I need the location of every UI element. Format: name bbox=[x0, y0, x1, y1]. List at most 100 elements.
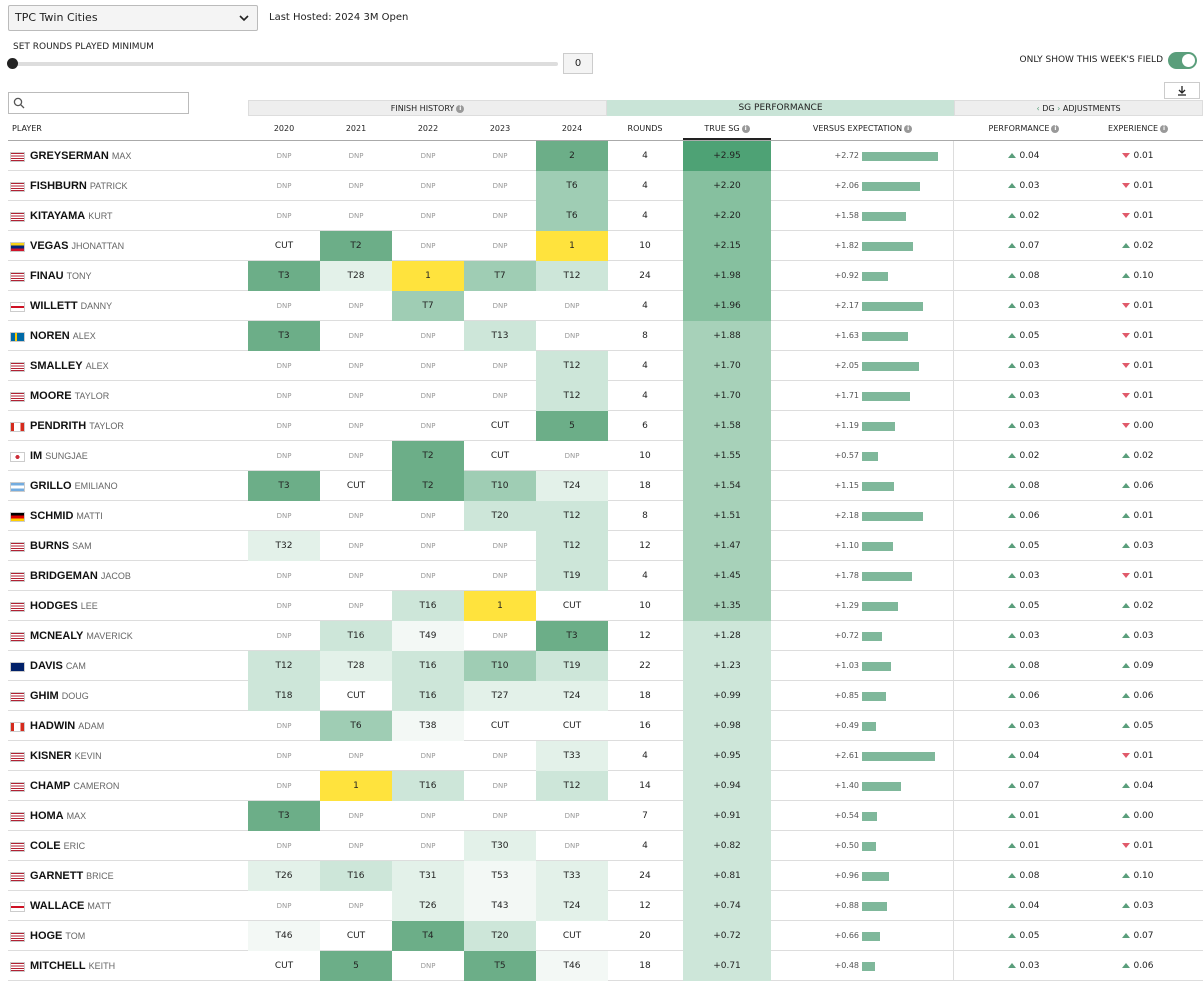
player-cell[interactable]: VEGAS JHONATTAN bbox=[8, 231, 248, 261]
table-row[interactable]: FISHBURN PATRICK DNP DNP DNP DNP T6 4 +2.20 +2.… bbox=[8, 171, 1203, 201]
col-performance[interactable]: PERFORMANCE i bbox=[974, 118, 1074, 140]
player-cell[interactable]: MOORE TAYLOR bbox=[8, 381, 248, 411]
player-cell[interactable]: SCHMID MATTI bbox=[8, 501, 248, 531]
true-sg-cell: +1.96 bbox=[683, 291, 771, 321]
table-row[interactable]: CHAMP CAMERON DNP 1 T16 DNP T12 14 +0.94 +1.40 … bbox=[8, 771, 1203, 801]
table-row[interactable]: MCNEALY MAVERICK DNP T16 T49 DNP T3 12 +1.28 +0… bbox=[8, 621, 1203, 651]
col-rounds[interactable]: ROUNDS bbox=[627, 124, 663, 133]
player-cell[interactable]: KITAYAMA KURT bbox=[8, 201, 248, 231]
player-cell[interactable]: DAVIS CAM bbox=[8, 651, 248, 681]
table-row[interactable]: SCHMID MATTI DNP DNP DNP T20 T12 8 +1.51 +2.18 … bbox=[8, 501, 1203, 531]
table-row[interactable]: GREYSERMAN MAX DNP DNP DNP DNP 2 4 +2.95 +2.72 … bbox=[8, 141, 1203, 171]
rounds-slider-track[interactable] bbox=[12, 62, 558, 66]
table-row[interactable]: WALLACE MATT DNP DNP T26 T43 T24 12 +0.74 +0.88… bbox=[8, 891, 1203, 921]
player-cell[interactable]: PENDRITH TAYLOR bbox=[8, 411, 248, 441]
table-row[interactable]: IM SUNGJAE DNP DNP T2 CUT DNP 10 +1.55 +0.57 0.… bbox=[8, 441, 1203, 471]
player-first-name: JHONATTAN bbox=[71, 241, 125, 251]
table-row[interactable]: KITAYAMA KURT DNP DNP DNP DNP T6 4 +2.20 +1.58 … bbox=[8, 201, 1203, 231]
finish-cell: T16 bbox=[392, 681, 464, 711]
table-row[interactable]: KISNER KEVIN DNP DNP DNP DNP T33 4 +0.95 +2.61 … bbox=[8, 741, 1203, 771]
player-cell[interactable]: MITCHELL KEITH bbox=[8, 951, 248, 981]
versus-value: +1.19 bbox=[834, 421, 859, 430]
table-row[interactable]: GRILLO EMILIANO T3 CUT T2 T10 T24 18 +1.54 +1.1… bbox=[8, 471, 1203, 501]
versus-bar bbox=[862, 782, 901, 791]
chevron-right-icon[interactable]: › bbox=[1057, 104, 1061, 113]
table-row[interactable]: SMALLEY ALEX DNP DNP DNP DNP T12 4 +1.70 +2.05 … bbox=[8, 351, 1203, 381]
col-2021[interactable]: 2021 bbox=[345, 124, 367, 133]
info-icon: i bbox=[741, 124, 750, 133]
chevron-left-icon[interactable]: ‹ bbox=[1036, 104, 1040, 113]
player-cell[interactable]: FISHBURN PATRICK bbox=[8, 171, 248, 201]
versus-value: +2.61 bbox=[834, 751, 859, 760]
table-row[interactable]: HOGE TOM T46 CUT T4 T20 CUT 20 +0.72 +0.66 0.05… bbox=[8, 921, 1203, 951]
table-row[interactable]: HADWIN ADAM DNP T6 T38 CUT CUT 16 +0.98 +0.49 0… bbox=[8, 711, 1203, 741]
player-cell[interactable]: IM SUNGJAE bbox=[8, 441, 248, 471]
table-row[interactable]: MITCHELL KEITH CUT 5 DNP T5 T46 18 +0.71 +0.48 … bbox=[8, 951, 1203, 981]
flag-icon bbox=[10, 241, 25, 252]
player-cell[interactable]: WILLETT DANNY bbox=[8, 291, 248, 321]
rounds-slider-handle[interactable] bbox=[7, 58, 18, 69]
finish-cell: DNP bbox=[348, 842, 364, 850]
col-2022[interactable]: 2022 bbox=[417, 124, 439, 133]
true-sg-cell: +1.45 bbox=[683, 561, 771, 591]
finish-cell: T38 bbox=[392, 711, 464, 741]
rounds-min-input[interactable]: 0 bbox=[563, 53, 593, 74]
player-cell[interactable]: BRIDGEMAN JACOB bbox=[8, 561, 248, 591]
player-cell[interactable]: MCNEALY MAVERICK bbox=[8, 621, 248, 651]
table-row[interactable]: GARNETT BRICE T26 T16 T31 T53 T33 24 +0.81 +0.9… bbox=[8, 861, 1203, 891]
finish-cell: DNP bbox=[420, 392, 436, 400]
search-box[interactable] bbox=[8, 92, 189, 114]
search-input[interactable] bbox=[29, 95, 184, 111]
performance-cell: 0.04 bbox=[974, 141, 1074, 171]
player-cell[interactable]: HADWIN ADAM bbox=[8, 711, 248, 741]
col-versus-expectation[interactable]: VERSUS EXPECTATION i bbox=[771, 118, 954, 140]
player-cell[interactable]: GARNETT BRICE bbox=[8, 861, 248, 891]
player-cell[interactable]: HOGE TOM bbox=[8, 921, 248, 951]
player-cell[interactable]: HOMA MAX bbox=[8, 801, 248, 831]
player-cell[interactable]: GHIM DOUG bbox=[8, 681, 248, 711]
versus-value: +1.15 bbox=[834, 481, 859, 490]
dg-adjustments-group[interactable]: ‹ DG › ADJUSTMENTS bbox=[954, 100, 1203, 116]
table-row[interactable]: PENDRITH TAYLOR DNP DNP DNP CUT 5 6 +1.58 +1.19… bbox=[8, 411, 1203, 441]
course-select[interactable]: TPC Twin Cities bbox=[8, 5, 258, 31]
table-row[interactable]: NOREN ALEX T3 DNP DNP T13 DNP 8 +1.88 +1.63 0.0… bbox=[8, 321, 1203, 351]
player-cell[interactable]: BURNS SAM bbox=[8, 531, 248, 561]
table-row[interactable]: BURNS SAM T32 DNP DNP DNP T12 12 +1.47 +1.10 0.… bbox=[8, 531, 1203, 561]
col-2023[interactable]: 2023 bbox=[489, 124, 511, 133]
table-row[interactable]: BRIDGEMAN JACOB DNP DNP DNP DNP T19 4 +1.45 +1.… bbox=[8, 561, 1203, 591]
table-row[interactable]: FINAU TONY T3 T28 1 T7 T12 24 +1.98 +0.92 0.08 0… bbox=[8, 261, 1203, 291]
player-cell[interactable]: GRILLO EMILIANO bbox=[8, 471, 248, 501]
col-experience[interactable]: EXPERIENCE i bbox=[1088, 118, 1188, 140]
finish-cell: DNP bbox=[348, 152, 364, 160]
table-row[interactable]: WILLETT DANNY DNP DNP T7 DNP DNP 4 +1.96 +2.17 … bbox=[8, 291, 1203, 321]
table-row[interactable]: HODGES LEE DNP DNP T16 1 CUT 10 +1.35 +1.29 0.0… bbox=[8, 591, 1203, 621]
table-row[interactable]: DAVIS CAM T12 T28 T16 T10 T19 22 +1.23 +1.03 0.… bbox=[8, 651, 1203, 681]
player-cell[interactable]: NOREN ALEX bbox=[8, 321, 248, 351]
finish-cell: T46 bbox=[248, 921, 320, 951]
player-cell[interactable]: SMALLEY ALEX bbox=[8, 351, 248, 381]
player-first-name: MATT bbox=[87, 901, 112, 911]
player-cell[interactable]: KISNER KEVIN bbox=[8, 741, 248, 771]
col-true-sg[interactable]: TRUE SG i bbox=[683, 118, 771, 140]
table-row[interactable]: VEGAS JHONATTAN CUT T2 DNP DNP 1 10 +2.15 +1.82… bbox=[8, 231, 1203, 261]
col-2020[interactable]: 2020 bbox=[273, 124, 295, 133]
player-cell[interactable]: FINAU TONY bbox=[8, 261, 248, 291]
player-first-name: TAYLOR bbox=[74, 391, 110, 401]
download-button[interactable] bbox=[1164, 82, 1200, 99]
finish-cell: T46 bbox=[536, 951, 608, 981]
col-player[interactable]: PLAYER bbox=[12, 124, 42, 133]
versus-cell: +1.63 bbox=[771, 321, 954, 351]
table-row[interactable]: MOORE TAYLOR DNP DNP DNP DNP T12 4 +1.70 +1.71 … bbox=[8, 381, 1203, 411]
col-2024[interactable]: 2024 bbox=[561, 124, 583, 133]
player-cell[interactable]: WALLACE MATT bbox=[8, 891, 248, 921]
player-cell[interactable]: COLE ERIC bbox=[8, 831, 248, 861]
table-row[interactable]: HOMA MAX T3 DNP DNP DNP DNP 7 +0.91 +0.54 0.01 0… bbox=[8, 801, 1203, 831]
table-row[interactable]: COLE ERIC DNP DNP DNP T30 DNP 4 +0.82 +0.50 0.0… bbox=[8, 831, 1203, 861]
player-cell[interactable]: HODGES LEE bbox=[8, 591, 248, 621]
player-cell[interactable]: GREYSERMAN MAX bbox=[8, 141, 248, 171]
player-cell[interactable]: CHAMP CAMERON bbox=[8, 771, 248, 801]
player-first-name: KURT bbox=[88, 211, 113, 221]
info-icon: i bbox=[1051, 124, 1060, 133]
field-toggle[interactable] bbox=[1168, 52, 1197, 69]
table-row[interactable]: GHIM DOUG T18 CUT T16 T27 T24 18 +0.99 +0.85 0.… bbox=[8, 681, 1203, 711]
